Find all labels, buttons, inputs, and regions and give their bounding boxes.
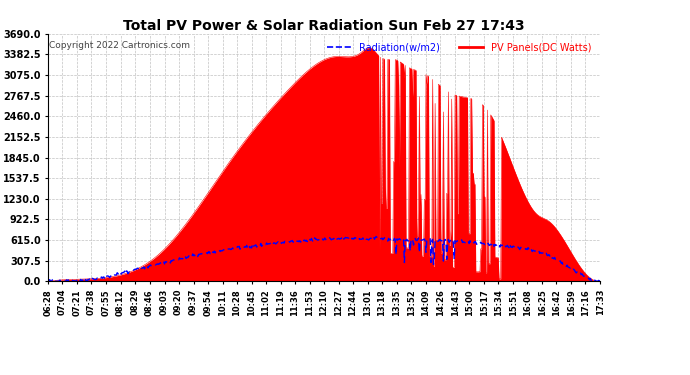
Legend: Radiation(w/m2), PV Panels(DC Watts): Radiation(w/m2), PV Panels(DC Watts) — [323, 39, 595, 56]
Title: Total PV Power & Solar Radiation Sun Feb 27 17:43: Total PV Power & Solar Radiation Sun Feb… — [124, 19, 525, 33]
Text: Copyright 2022 Cartronics.com: Copyright 2022 Cartronics.com — [49, 41, 190, 50]
